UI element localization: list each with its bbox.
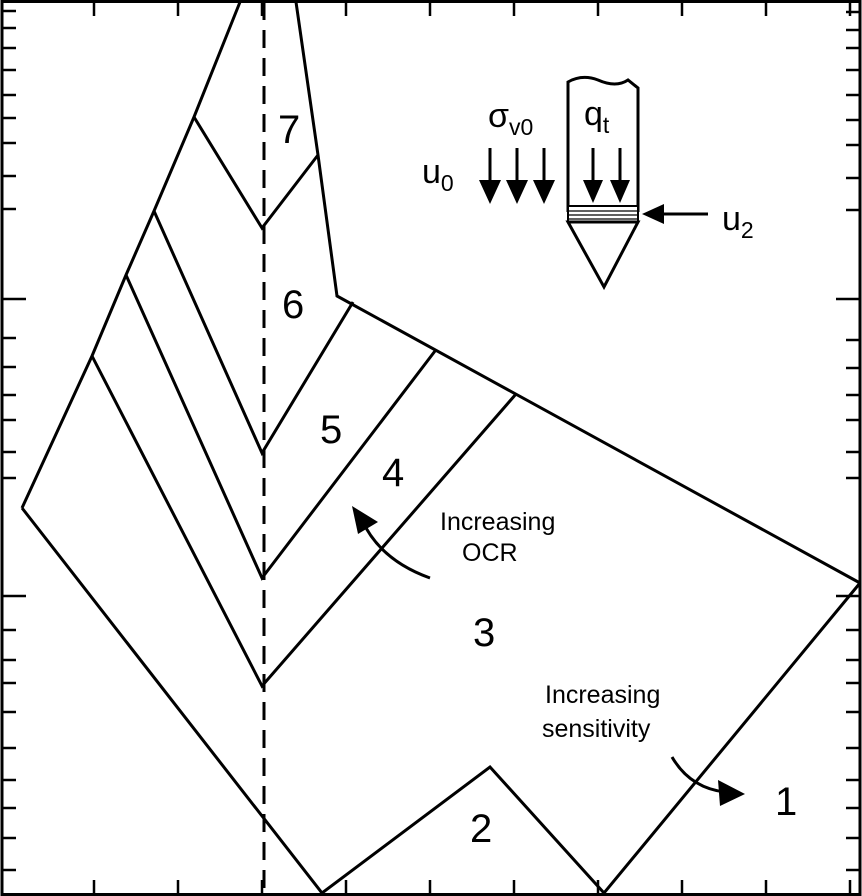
arrow-down-icon (533, 180, 555, 204)
sensitivity-annotation-line2: sensitivity (542, 715, 651, 743)
outer-boundary-right-top (294, 1, 861, 585)
arrow-down-icon (583, 180, 603, 203)
zone-label-7: 7 (278, 108, 300, 152)
sensitivity-arrowhead-icon (718, 780, 745, 806)
outer-boundary-left (20, 1, 242, 509)
tip-resistance-arrows (583, 148, 630, 203)
zone-boundaries (20, 1, 862, 896)
zone-label-1: 1 (775, 780, 797, 824)
arrow-down-icon (506, 180, 528, 204)
cone-tip (565, 220, 641, 291)
probe-shaft (566, 75, 640, 212)
u2-symbol: u2 (722, 200, 754, 243)
zone-label-6: 6 (282, 283, 304, 327)
zone-label-3: 3 (473, 611, 495, 655)
bottom-boundary (20, 507, 862, 896)
ocr-annotation-line1: Increasing (440, 508, 555, 536)
boundary-4-5 (124, 274, 437, 581)
sensitivity-annotation-line1: Increasing (545, 681, 660, 709)
sensitivity-arrow (670, 756, 726, 794)
ocr-annotation-line2: OCR (462, 539, 518, 567)
pore-pressure-filter (567, 205, 639, 223)
zone-label-2: 2 (470, 807, 492, 851)
zone-label-4: 4 (382, 451, 404, 495)
u0-symbol: u0 (422, 153, 454, 196)
boundary-3-4 (90, 355, 518, 689)
arrow-down-icon (610, 180, 630, 203)
arrow-left-icon (642, 204, 664, 224)
boundary-6-7 (192, 116, 320, 231)
ocr-arrow (360, 519, 431, 580)
arrow-down-icon (479, 180, 501, 204)
sigma-v0-symbol: σv0 (488, 97, 533, 140)
cone-probe-inset: u0 σv0 qt u2 (422, 75, 754, 291)
ocr-arrowhead-icon (352, 506, 378, 534)
qt-symbol: qt (584, 95, 610, 138)
zone-label-5: 5 (320, 408, 342, 452)
boundary-5-6 (152, 210, 355, 457)
overburden-stress-arrows (479, 148, 555, 204)
